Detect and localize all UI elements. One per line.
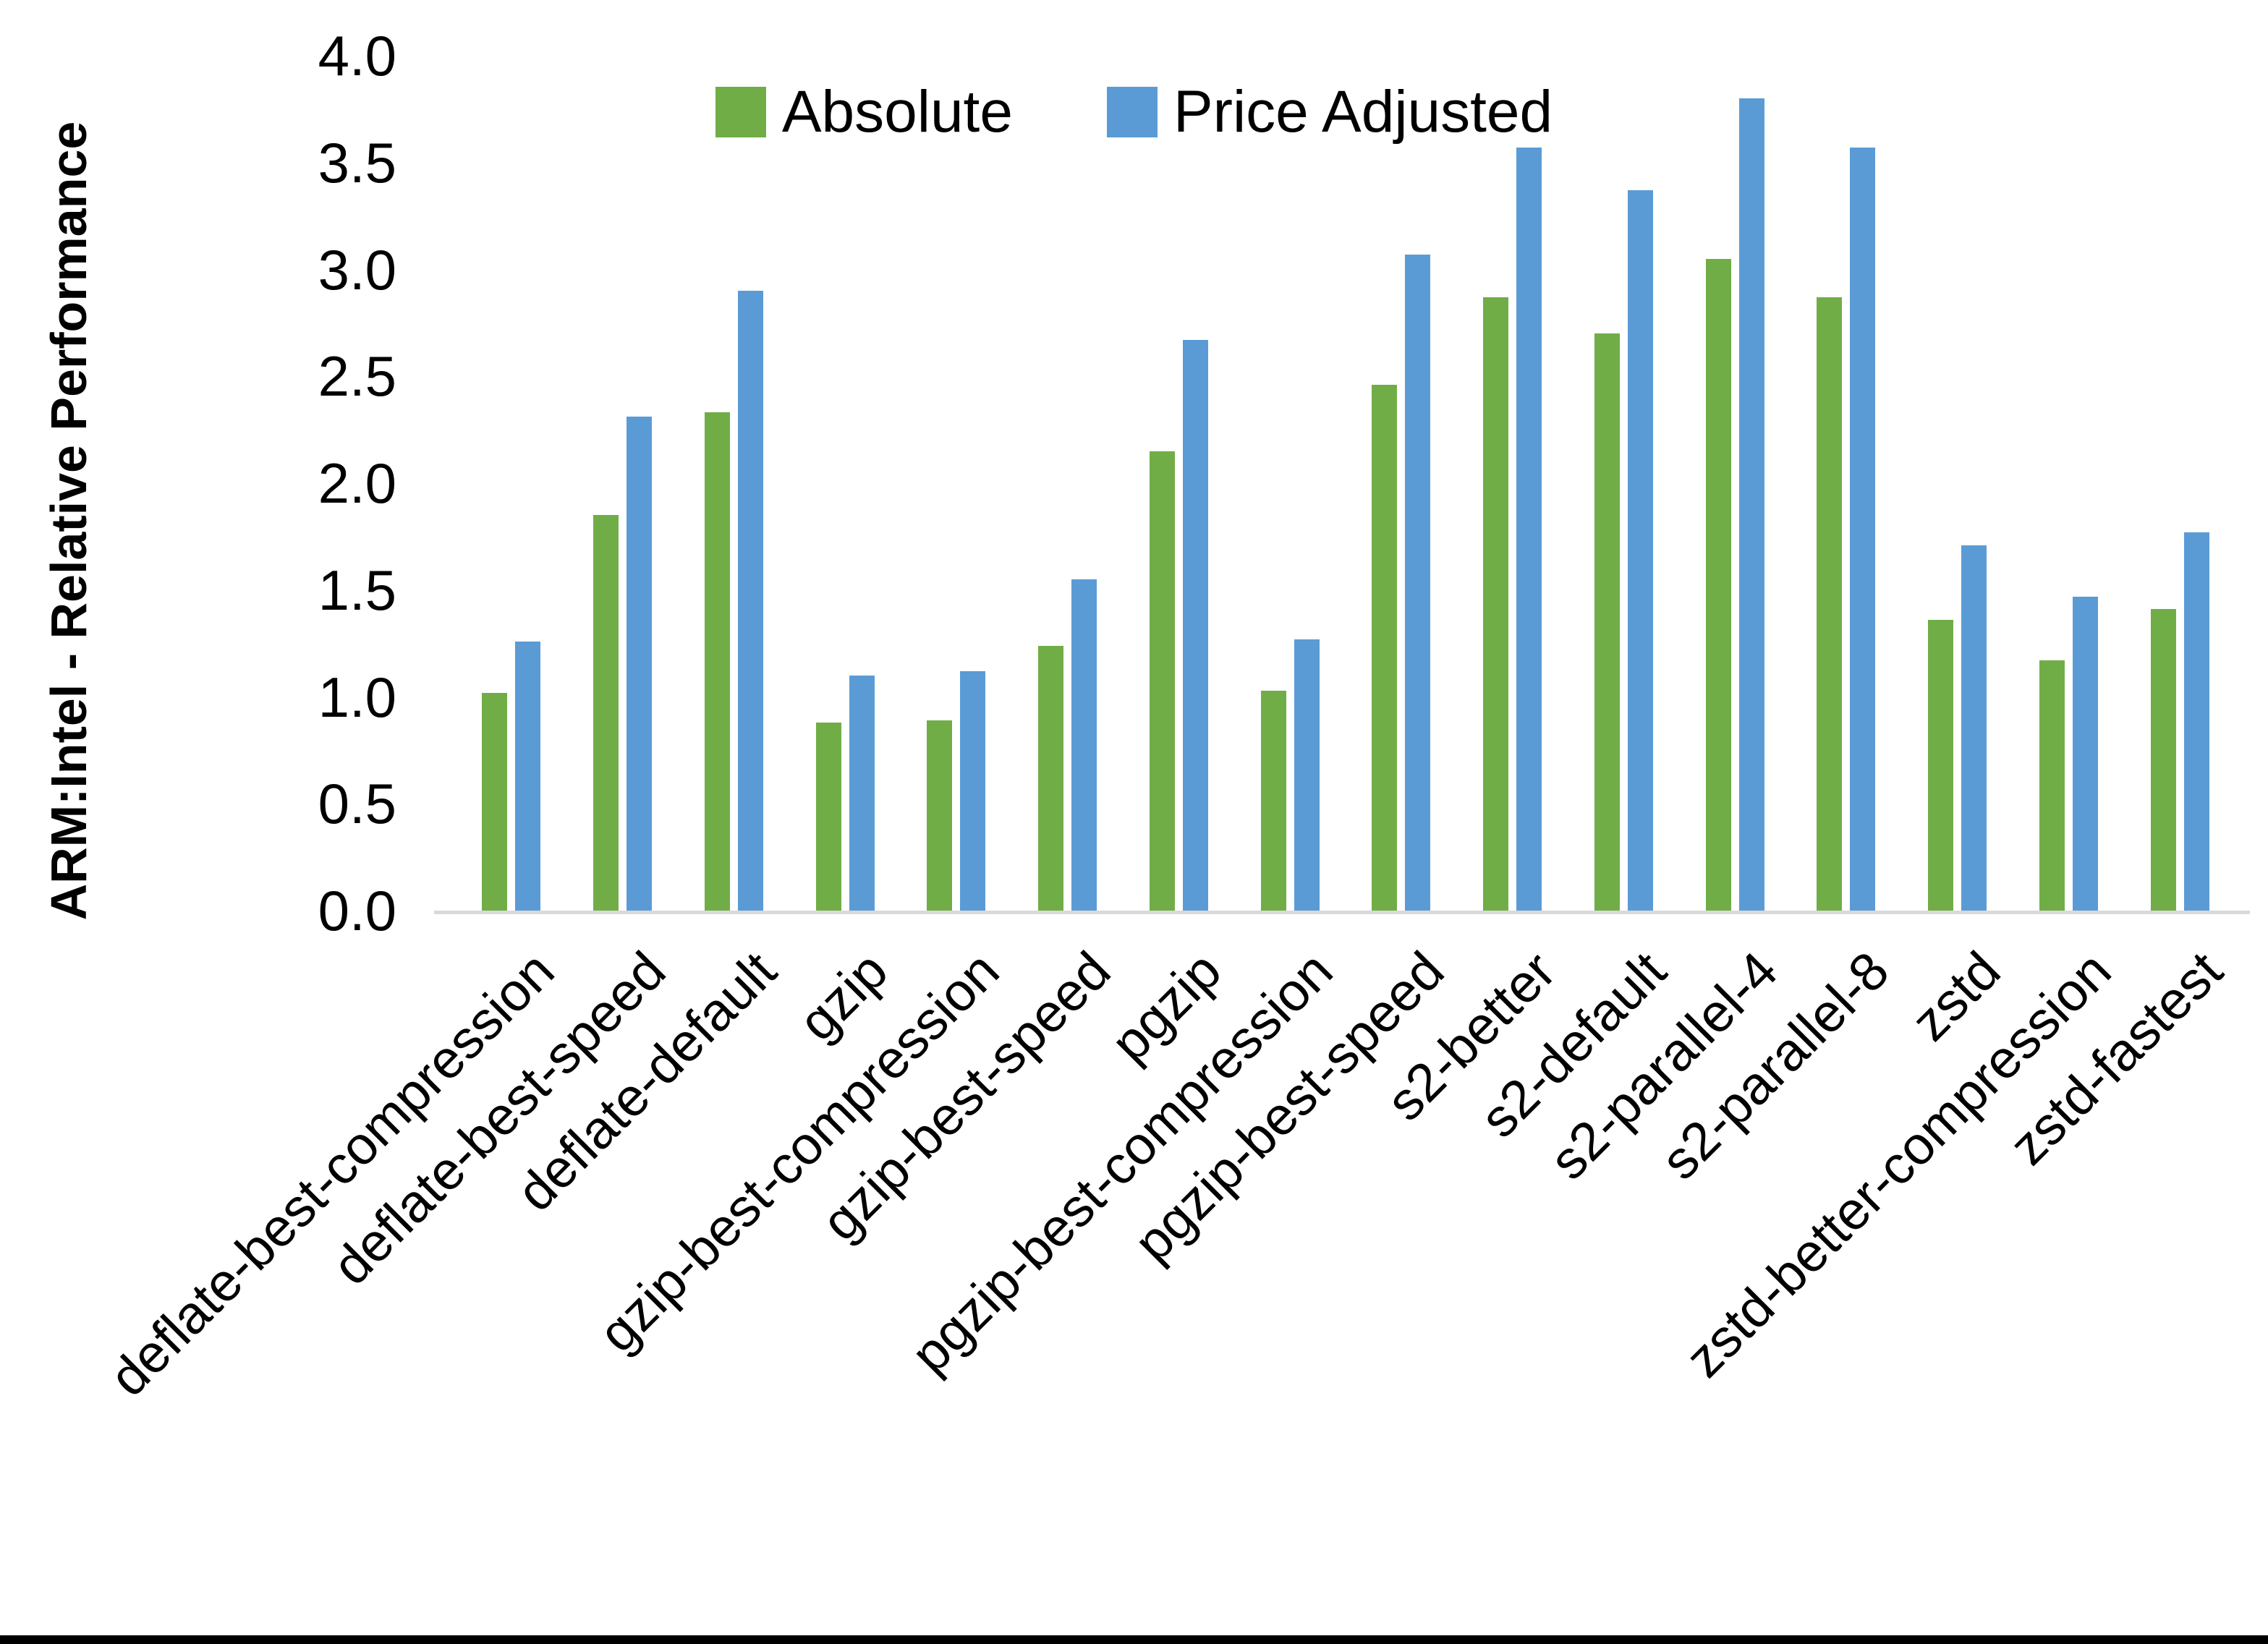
y-tick-label: 2.0	[318, 451, 396, 515]
y-tick-label: 1.5	[318, 558, 396, 622]
bar-absolute-pgzip-best-compression	[1260, 691, 1286, 911]
y-tick-label: 4.0	[318, 24, 396, 88]
bar-price-adjusted-deflate-best-compression	[515, 642, 541, 911]
y-tick-label: 0.0	[318, 879, 396, 942]
bottom-border	[0, 1635, 2268, 1644]
bar-price-adjusted-gzip	[849, 676, 875, 911]
bar-absolute-gzip	[815, 723, 841, 911]
bar-price-adjusted-gzip-best-compression	[960, 671, 986, 911]
bar-absolute-pgzip-best-speed	[1372, 385, 1398, 911]
legend-swatch-absolute	[715, 87, 766, 137]
legend-item-absolute: Absolute	[715, 78, 1013, 146]
bar-absolute-s2-parallel-8	[1817, 297, 1843, 911]
y-tick-label: 2.5	[318, 344, 396, 409]
bar-absolute-deflate-best-compression	[482, 693, 508, 911]
bar-absolute-s2-parallel-4	[1705, 259, 1731, 911]
bar-absolute-deflate-best-speed	[593, 515, 619, 911]
x-category-label: deflate-best-compression	[98, 940, 566, 1408]
legend-label: Absolute	[781, 79, 1013, 145]
bar-price-adjusted-s2-default	[1627, 190, 1653, 911]
bar-absolute-deflate-default	[704, 412, 730, 911]
bar-absolute-pgzip	[1149, 451, 1175, 911]
legend: Absolute Price Adjusted	[0, 78, 2268, 146]
bar-absolute-s2-default	[1594, 333, 1620, 911]
x-axis-line	[434, 911, 2250, 914]
bar-price-adjusted-zstd	[1961, 545, 1987, 911]
bar-price-adjusted-zstd-better-compression	[2072, 597, 2098, 911]
bar-price-adjusted-pgzip-best-speed	[1405, 255, 1431, 911]
bar-absolute-s2-better	[1483, 297, 1509, 911]
bar-price-adjusted-s2-better	[1516, 148, 1542, 911]
bar-price-adjusted-s2-parallel-8	[1850, 148, 1876, 911]
legend-label: Price Adjusted	[1173, 79, 1553, 145]
bar-absolute-zstd-fastest	[2150, 609, 2176, 911]
bar-price-adjusted-pgzip-best-compression	[1294, 639, 1320, 911]
y-tick-label: 3.5	[318, 130, 396, 195]
bar-absolute-gzip-best-compression	[927, 720, 953, 911]
bar-price-adjusted-deflate-default	[737, 291, 763, 911]
bar-absolute-zstd	[1928, 620, 1954, 911]
bar-price-adjusted-s2-parallel-4	[1738, 98, 1764, 911]
legend-swatch-price-adjusted	[1106, 87, 1158, 137]
bar-price-adjusted-gzip-best-speed	[1071, 579, 1097, 911]
bar-absolute-zstd-better-compression	[2039, 660, 2065, 911]
legend-item-price-adjusted: Price Adjusted	[1106, 78, 1553, 146]
y-tick-label: 3.0	[318, 237, 396, 302]
bar-price-adjusted-zstd-fastest	[2183, 532, 2209, 911]
bar-price-adjusted-pgzip	[1182, 340, 1208, 911]
y-tick-label: 1.0	[318, 665, 396, 729]
bar-absolute-gzip-best-speed	[1038, 646, 1064, 911]
y-tick-label: 0.5	[318, 772, 396, 836]
bar-price-adjusted-deflate-best-speed	[627, 417, 653, 911]
